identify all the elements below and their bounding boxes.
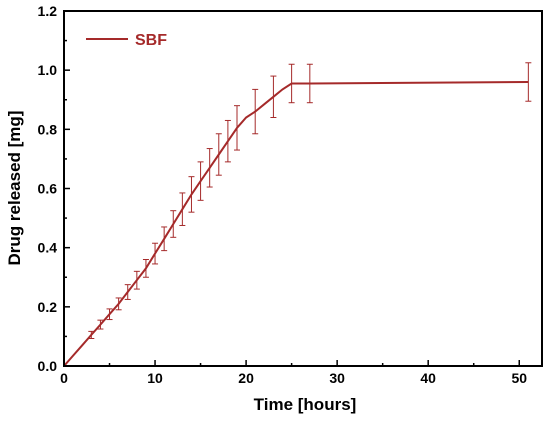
- series-line-sbf: [63, 81, 529, 367]
- y-axis-title: Drug released [mg]: [5, 111, 24, 266]
- y-tick-label: 0.6: [38, 181, 58, 197]
- x-tick-label: 30: [329, 370, 345, 386]
- axes-layer: 0 10 20 30 40 50 0.0 0.2 0.4 0.6 0.8 1.0 1.2: [38, 3, 543, 386]
- x-tick-label: 40: [420, 370, 436, 386]
- plot-layer: [63, 62, 532, 367]
- x-tick-label: 10: [147, 370, 163, 386]
- legend-label-sbf: SBF: [135, 32, 167, 49]
- y-tick-label: 0.4: [38, 240, 58, 256]
- y-tick-label: 0.0: [38, 358, 58, 374]
- x-tick-label: 20: [238, 370, 254, 386]
- x-tick-label: 0: [60, 370, 68, 386]
- y-tick-label: 1.0: [38, 62, 58, 78]
- plot-frame: [63, 10, 543, 367]
- y-tick-label: 0.2: [38, 299, 58, 315]
- y-tick-label: 1.2: [38, 3, 58, 19]
- legend: SBF: [86, 32, 167, 49]
- x-tick-label: 50: [511, 370, 527, 386]
- x-axis-title: Time [hours]: [254, 395, 357, 414]
- y-tick-label: 0.8: [38, 121, 58, 137]
